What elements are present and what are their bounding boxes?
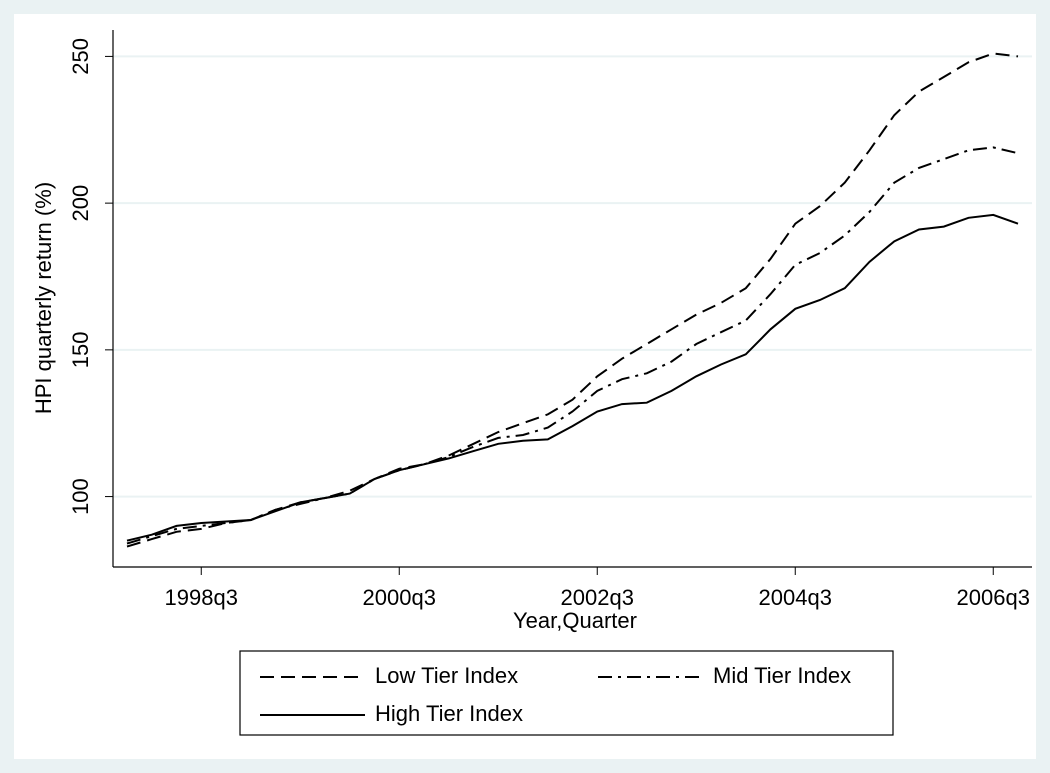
x-tick-label: 2006q3 [957, 585, 1030, 610]
y-tick-label: 200 [68, 185, 93, 222]
y-tick-label: 100 [68, 478, 93, 515]
legend-label: Mid Tier Index [713, 663, 851, 688]
x-tick-label: 2004q3 [759, 585, 832, 610]
legend-box [239, 650, 894, 736]
x-tick-label: 2002q3 [561, 585, 634, 610]
graph-region [14, 14, 1036, 759]
series-line [126, 146, 1019, 545]
y-tick-label: 150 [68, 331, 93, 368]
y-axis-label: HPI quarterly return (%) [31, 182, 56, 414]
y-tick-label: 250 [68, 38, 93, 75]
legend-label: Low Tier Index [375, 663, 518, 688]
legend-label: High Tier Index [375, 701, 523, 726]
x-axis-label: Year,Quarter [513, 608, 637, 633]
x-tick-label: 1998q3 [165, 585, 238, 610]
x-tick-label: 2000q3 [363, 585, 436, 610]
series-line [126, 213, 1019, 542]
